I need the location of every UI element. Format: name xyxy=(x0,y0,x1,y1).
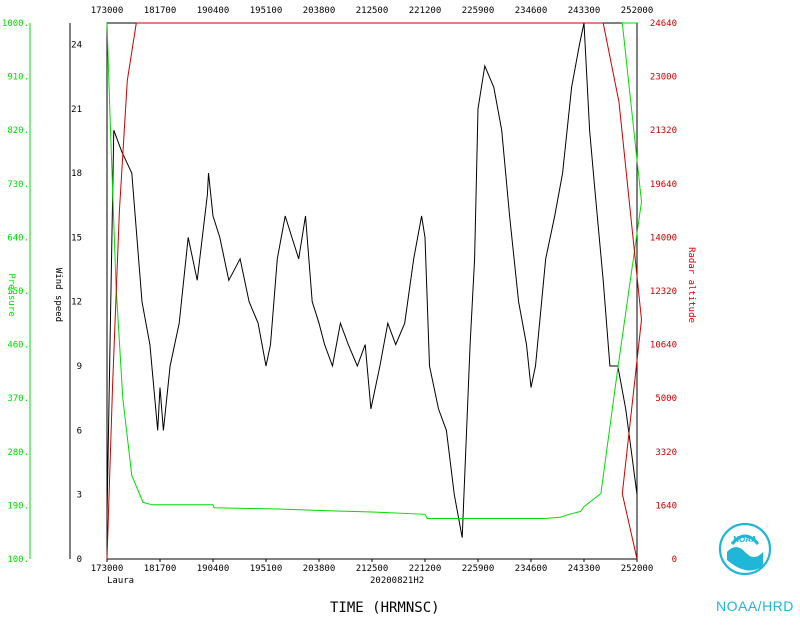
wind-tick-label: 3 xyxy=(77,491,82,501)
x-tick-label-top: 234600 xyxy=(515,6,548,16)
left-inner-axis-title: Wind speed xyxy=(53,268,63,322)
x-tick-label-top: 203800 xyxy=(303,6,336,16)
series-layer xyxy=(106,22,643,560)
right-axis-title: Radar altitude xyxy=(686,247,696,323)
radar-tick-label: 1640 xyxy=(655,501,677,511)
wind-tick-label: 6 xyxy=(77,426,82,436)
x-tick-label-top: 252000 xyxy=(621,6,654,16)
x-tick-label-bottom: 203800 xyxy=(303,564,336,574)
wind-speed-line xyxy=(106,22,638,538)
radar-tick-label: 24640 xyxy=(650,19,677,29)
pressure-line xyxy=(106,22,643,519)
pressure-tick-label: 280. xyxy=(7,448,29,458)
wind-tick-label: 15 xyxy=(71,233,82,243)
wind-tick-label: 18 xyxy=(71,169,82,179)
x-tick-label-bottom: 243300 xyxy=(568,564,601,574)
radar-tick-label: 5000 xyxy=(655,394,677,404)
x-axis-title: TIME (HRMNSC) xyxy=(330,600,440,616)
radar-tick-label: 14000 xyxy=(650,233,677,243)
x-tick-label-top: 225900 xyxy=(462,6,495,16)
x-tick-label-bottom: 252000 xyxy=(621,564,654,574)
pressure-tick-label: 460. xyxy=(7,341,29,351)
wind-tick-label: 24 xyxy=(71,40,82,50)
x-tick-label-bottom: 225900 xyxy=(462,564,495,574)
radar-tick-label: 0 xyxy=(672,555,677,565)
x-tick-label-top: 173000 xyxy=(91,6,124,16)
radar-altitude-line xyxy=(106,22,643,560)
pressure-tick-label: 910. xyxy=(7,73,29,83)
x-tick-label-bottom: 181700 xyxy=(144,564,177,574)
pressure-tick-label: 640. xyxy=(7,233,29,243)
pressure-tick-label: 190. xyxy=(7,501,29,511)
logo-text: NOAA xyxy=(733,535,757,544)
wind-tick-label: 9 xyxy=(77,362,82,372)
organization-label: NOAA/HRD xyxy=(716,598,794,614)
left-outer-axis-title: Pressure xyxy=(6,273,16,316)
plot-frame xyxy=(106,22,638,560)
x-tick-label-bottom: 190400 xyxy=(197,564,230,574)
pressure-tick-label: 370. xyxy=(7,394,29,404)
x-tick-label-top: 221200 xyxy=(409,6,442,16)
radar-tick-label: 19640 xyxy=(650,180,677,190)
wind-tick-label: 21 xyxy=(71,105,82,115)
radar-tick-label: 10640 xyxy=(650,341,677,351)
pressure-tick-label: 730. xyxy=(7,180,29,190)
x-tick-label-bottom: 212500 xyxy=(356,564,389,574)
radar-tick-label: 21320 xyxy=(650,126,677,136)
x-tick-label-top: 212500 xyxy=(356,6,389,16)
x-tick-label-top: 195100 xyxy=(250,6,283,16)
x-tick-label-bottom: 221200 xyxy=(409,564,442,574)
pressure-tick-label: 100. xyxy=(7,555,29,565)
x-tick-label-top: 190400 xyxy=(197,6,230,16)
storm-name: Laura xyxy=(107,576,134,586)
axes-layer: 173000 181700 190400 195100 203800 212500 2212… xyxy=(2,6,677,574)
x-tick-label-bottom: 173000 xyxy=(91,564,124,574)
x-tick-label-bottom: 234600 xyxy=(515,564,548,574)
radar-tick-label: 3320 xyxy=(655,448,677,458)
x-tick-label-top: 243300 xyxy=(568,6,601,16)
x-tick-label-top: 181700 xyxy=(144,6,177,16)
pressure-tick-label: 1000. xyxy=(2,19,29,29)
flight-id: 20200821H2 xyxy=(370,576,424,586)
radar-tick-label: 23000 xyxy=(650,73,677,83)
wind-tick-label: 12 xyxy=(71,298,82,308)
pressure-tick-label: 820. xyxy=(7,126,29,136)
x-tick-label-bottom: 195100 xyxy=(250,564,283,574)
wind-tick-label: 0 xyxy=(77,555,82,565)
radar-tick-label: 12320 xyxy=(650,287,677,297)
noaa-logo-icon: NOAA xyxy=(718,522,772,576)
pressure-tick-label: 550. xyxy=(7,287,29,297)
